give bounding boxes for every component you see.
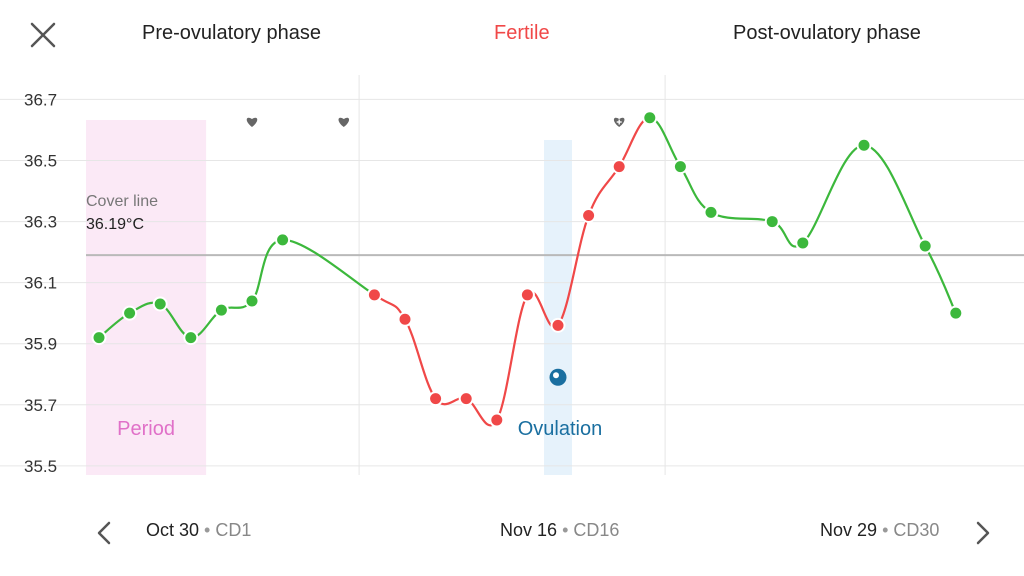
data-point — [674, 161, 686, 173]
data-point — [93, 332, 105, 344]
ovulation-label: Ovulation — [518, 418, 603, 440]
y-tick-label: 36.7 — [24, 90, 57, 109]
y-tick-label: 36.3 — [24, 213, 57, 232]
data-point — [583, 209, 595, 221]
data-point — [858, 139, 870, 151]
x-label-start: Oct 30 • CD1 — [146, 520, 251, 541]
heart-icon — [246, 117, 258, 127]
data-point — [430, 393, 442, 405]
x-label-end: Nov 29 • CD30 — [820, 520, 939, 541]
phase-pre-ovulatory: Pre-ovulatory phase — [142, 22, 321, 44]
data-point — [613, 161, 625, 173]
data-point — [185, 332, 197, 344]
data-point — [215, 304, 227, 316]
heart-icon — [338, 117, 350, 127]
x-label-cycle-day: CD1 — [215, 520, 252, 540]
period-band — [86, 120, 207, 475]
data-point — [521, 289, 533, 301]
series-line-segment — [404, 318, 437, 400]
series-line-segment — [251, 238, 283, 302]
data-point — [124, 307, 136, 319]
data-point — [277, 234, 289, 246]
previous-button[interactable] — [93, 518, 117, 548]
data-point — [399, 313, 411, 325]
x-label-cycle-day: CD30 — [893, 520, 940, 540]
next-button[interactable] — [970, 518, 994, 548]
markers-layer — [246, 117, 625, 386]
series-line-segment — [863, 144, 927, 247]
x-label-date: Oct 30 — [146, 520, 200, 540]
series-line-segment — [587, 166, 621, 216]
close-icon — [30, 22, 56, 48]
separator-dot: • — [562, 520, 569, 540]
ovulation-marker-highlight — [553, 372, 559, 379]
series-points-layer — [91, 110, 964, 428]
y-tick-label: 36.1 — [24, 274, 57, 293]
separator-dot: • — [882, 520, 889, 540]
temperature-chart: Period 36.7 36.5 36.3 36.1 35.9 35.7 35.5 Cover … — [0, 75, 1024, 476]
y-tick-label: 36.5 — [24, 151, 57, 170]
data-point — [766, 216, 778, 228]
data-point — [246, 295, 258, 307]
cover-line-label: Cover line — [86, 193, 158, 210]
series-line-segment — [618, 116, 651, 168]
data-point — [460, 393, 472, 405]
series-line-segment — [710, 211, 773, 223]
chart-text-layer: Period 36.7 36.5 36.3 36.1 35.9 35.7 35.5 Cover … — [24, 90, 602, 475]
x-label-date: Nov 29 — [820, 520, 878, 540]
data-point — [154, 298, 166, 310]
data-point — [797, 237, 809, 249]
chevron-right-icon — [976, 521, 990, 545]
data-point — [950, 307, 962, 319]
period-label: Period — [117, 418, 175, 440]
x-label-middle: Nov 16 • CD16 — [500, 520, 619, 541]
x-label-cycle-day: CD16 — [573, 520, 620, 540]
data-point — [644, 112, 656, 124]
data-point — [491, 414, 503, 426]
ovulation-band — [544, 140, 572, 475]
y-tick-label: 35.9 — [24, 335, 57, 354]
separator-dot: • — [204, 520, 211, 540]
grid-layer — [0, 75, 1024, 475]
data-point — [552, 319, 564, 331]
data-point — [919, 240, 931, 252]
phase-post-ovulatory: Post-ovulatory phase — [733, 22, 921, 44]
series-line-segment — [679, 166, 712, 214]
phase-fertile: Fertile — [494, 22, 550, 44]
bands-layer — [86, 120, 572, 475]
x-label-date: Nov 16 — [500, 520, 558, 540]
series-line-segment — [495, 294, 529, 421]
series-line-segment — [282, 238, 375, 296]
data-point — [368, 289, 380, 301]
close-button[interactable] — [22, 14, 62, 54]
series-lines-layer — [98, 116, 957, 427]
y-tick-label: 35.5 — [24, 457, 57, 476]
y-tick-label: 35.7 — [24, 396, 57, 415]
cover-line-value: 36.19°C — [86, 216, 144, 233]
data-point — [705, 206, 717, 218]
chevron-left-icon — [97, 521, 111, 545]
series-line-segment — [802, 144, 865, 244]
